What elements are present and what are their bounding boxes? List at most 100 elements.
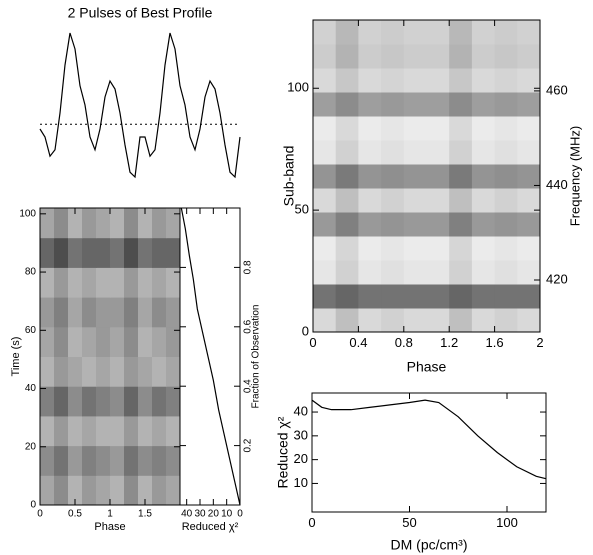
heatmap-cell	[82, 237, 97, 268]
heatmap-cell	[358, 188, 382, 213]
x-tick-label: 1.2	[440, 335, 458, 350]
frame	[312, 19, 541, 333]
heatmap-cell	[68, 415, 83, 447]
heatmap-cell	[449, 20, 473, 45]
heatmap-cell	[335, 188, 359, 213]
heatmap-cell	[381, 20, 405, 45]
heatmap-cell	[152, 415, 167, 447]
heatmap-cell	[471, 284, 496, 309]
heatmap-cell	[110, 356, 125, 387]
heatmap-cell	[110, 386, 125, 417]
heatmap-cell	[68, 208, 83, 239]
heatmap-cell	[96, 297, 111, 328]
heatmap-cell	[138, 297, 153, 328]
heatmap-cell	[381, 116, 405, 141]
heatmap-cell	[110, 415, 125, 447]
heatmap-cell	[358, 92, 382, 117]
heatmap-cell	[494, 284, 518, 309]
heatmap-cell	[124, 297, 139, 328]
heatmap-cell	[449, 260, 473, 285]
heatmap-cell	[358, 212, 382, 237]
heatmap-cell	[110, 297, 125, 328]
heatmap-cell	[68, 326, 83, 357]
heatmap-cell	[471, 44, 496, 69]
y-tick-label: 0	[30, 500, 36, 511]
heatmap-cell	[494, 68, 518, 93]
heatmap-cell	[426, 188, 450, 213]
x-tick-label: 2	[536, 335, 543, 350]
frame	[179, 207, 241, 506]
heatmap-cell	[152, 208, 167, 239]
x-tick-label: 50	[402, 515, 416, 530]
heatmap-cell	[96, 237, 111, 268]
heatmap-cell	[517, 188, 541, 213]
heatmap-cell	[138, 445, 153, 476]
heatmap-cell	[335, 284, 359, 309]
heatmap-cell	[40, 475, 55, 506]
heatmap-cell	[358, 260, 382, 285]
heatmap-cell	[335, 164, 359, 189]
heatmap-cell	[517, 68, 541, 93]
heatmap-cell	[166, 297, 181, 328]
heatmap-cell	[403, 92, 427, 117]
heatmap-cell	[471, 212, 496, 237]
heatmap-cell	[426, 308, 450, 333]
x-tick-label: 10	[221, 509, 233, 520]
heatmap-cell	[138, 356, 153, 387]
heatmap-cell	[138, 326, 153, 357]
heatmap-cell	[54, 356, 69, 387]
heatmap-cell	[471, 20, 496, 45]
y-tick-label: 40	[294, 403, 308, 418]
heatmap-cell	[517, 284, 541, 309]
y2-axis-label: Fraction of Observation	[251, 305, 262, 409]
heatmap-cell	[358, 116, 382, 141]
heatmap-cell	[494, 20, 518, 45]
heatmap-cell	[358, 44, 382, 69]
x-tick-label: 0.5	[68, 509, 82, 520]
x-tick-label: 1.5	[138, 509, 152, 520]
heatmap-cell	[517, 92, 541, 117]
x-tick-label: 0.8	[395, 335, 413, 350]
heatmap-cell	[68, 237, 83, 268]
heatmap-cell	[68, 475, 83, 506]
heatmap-cell	[313, 236, 337, 261]
heatmap-cell	[152, 445, 167, 476]
heatmap-cell	[494, 188, 518, 213]
heatmap-cell	[449, 212, 473, 237]
heatmap-cell	[124, 208, 139, 239]
heatmap-cell	[82, 386, 97, 417]
heatmap-cell	[403, 44, 427, 69]
heatmap-cell	[40, 415, 55, 447]
heatmap-cell	[358, 284, 382, 309]
heatmap-cell	[449, 68, 473, 93]
heatmap-cell	[166, 326, 181, 357]
line	[39, 32, 241, 179]
heatmap-cell	[40, 386, 55, 417]
heatmap-cell	[358, 140, 382, 165]
heatmap-cell	[517, 116, 541, 141]
y-tick-label: 40	[25, 383, 37, 394]
heatmap-cell	[54, 267, 69, 298]
heatmap-cell	[68, 267, 83, 298]
heatmap-cell	[335, 116, 359, 141]
x-tick-label: 0.4	[349, 335, 367, 350]
heatmap-cell	[124, 267, 139, 298]
heatmap-cell	[124, 356, 139, 387]
heatmap-cell	[96, 386, 111, 417]
heatmap-cell	[54, 326, 69, 357]
heatmap-cell	[313, 188, 337, 213]
heatmap-cell	[166, 386, 181, 417]
heatmap-cell	[426, 284, 450, 309]
heatmap-cell	[403, 236, 427, 261]
x-tick-label: 40	[181, 509, 193, 520]
heatmap-cell	[82, 326, 97, 357]
heatmap-cell	[110, 475, 125, 506]
heatmap-cell	[358, 164, 382, 189]
y-tick-label: 20	[294, 451, 308, 466]
heatmap-cell	[82, 208, 97, 239]
heatmap-cell	[335, 308, 359, 333]
heatmap-cell	[335, 44, 359, 69]
heatmap-cell	[403, 68, 427, 93]
heatmap-cell	[358, 68, 382, 93]
heatmap-cell	[124, 475, 139, 506]
